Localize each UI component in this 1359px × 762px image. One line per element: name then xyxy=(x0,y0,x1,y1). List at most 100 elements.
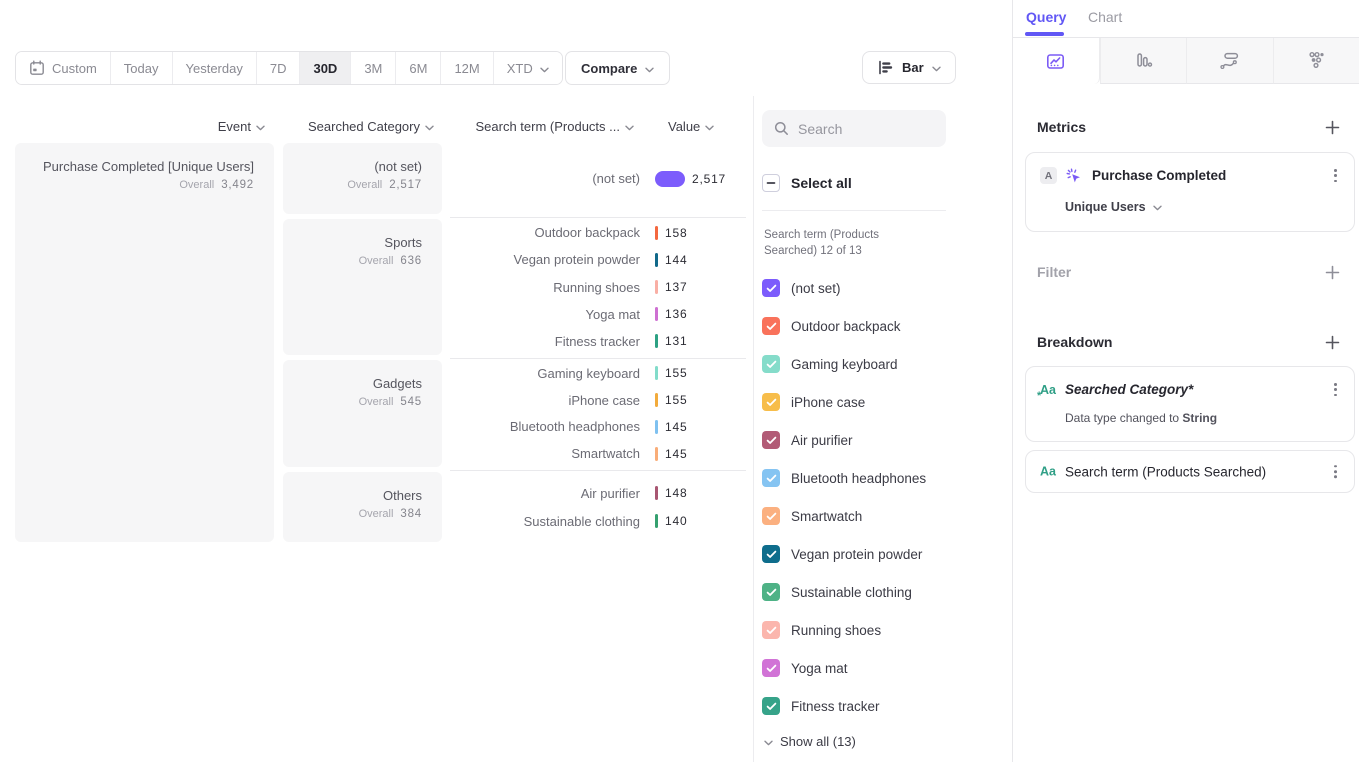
filter-item-yoga-mat[interactable]: Yoga mat xyxy=(762,649,992,687)
term-row-outdoor-backpack[interactable]: Outdoor backpack 158 xyxy=(450,219,750,246)
compare-button[interactable]: Compare xyxy=(565,51,671,85)
report-tab-retention[interactable] xyxy=(1272,38,1359,84)
select-all-checkbox[interactable] xyxy=(762,174,780,192)
select-all[interactable]: Select all xyxy=(762,172,852,194)
chart-type-button[interactable]: Bar xyxy=(862,51,956,84)
filter-item-vegan-protein-powder[interactable]: Vegan protein powder xyxy=(762,535,992,573)
overall-value: 3,492 xyxy=(221,179,254,191)
checkbox-checked[interactable] xyxy=(762,659,780,677)
checkbox-checked[interactable] xyxy=(762,393,780,411)
term-row-smartwatch[interactable]: Smartwatch 145 xyxy=(450,440,750,467)
checkbox-checked[interactable] xyxy=(762,279,780,297)
term-value: 136 xyxy=(665,307,688,322)
term-value: 140 xyxy=(665,514,688,528)
kebab-menu-icon[interactable] xyxy=(1331,380,1340,399)
kebab-menu-icon[interactable] xyxy=(1331,462,1340,481)
date-range-xtd[interactable]: XTD xyxy=(492,52,562,84)
term-row-gaming-keyboard[interactable]: Gaming keyboard 155 xyxy=(450,360,750,387)
date-range-3m[interactable]: 3M xyxy=(350,52,396,84)
filter-item-list: (not set) Outdoor backpack Gaming keyboard… xyxy=(762,269,992,725)
header-label: Value xyxy=(668,118,701,134)
date-range-12m[interactable]: 12M xyxy=(440,52,493,84)
term-label: Yoga mat xyxy=(585,306,640,322)
term-row-yoga-mat[interactable]: Yoga mat 136 xyxy=(450,301,750,328)
checkbox-checked[interactable] xyxy=(762,507,780,525)
show-all-link[interactable]: Show all (13) xyxy=(764,732,856,750)
term-row-air-purifier[interactable]: Air purifier 148 xyxy=(450,479,750,507)
column-header-value[interactable]: Value xyxy=(668,118,738,134)
filter-item-gaming-keyboard[interactable]: Gaming keyboard xyxy=(762,345,992,383)
filter-item-label: (not set) xyxy=(791,280,841,296)
term-row-bluetooth-headphones[interactable]: Bluetooth headphones 145 xyxy=(450,414,750,441)
breakdown-card-searched-category[interactable]: Aa * Searched Category* Data type changed t… xyxy=(1025,366,1355,442)
tab-query[interactable]: Query xyxy=(1026,9,1067,25)
date-range-7d[interactable]: 7D xyxy=(255,52,300,84)
term-row-sustainable-clothing[interactable]: Sustainable clothing 140 xyxy=(450,507,750,535)
checkbox-checked[interactable] xyxy=(762,355,780,373)
category-cell-not-set[interactable]: (not set) Overall 2,517 xyxy=(283,143,442,214)
checkbox-checked[interactable] xyxy=(762,469,780,487)
term-row-running-shoes[interactable]: Running shoes 137 xyxy=(450,273,750,300)
filter-item-outdoor-backpack[interactable]: Outdoor backpack xyxy=(762,307,992,345)
header-label: Event xyxy=(217,118,251,134)
filter-item-air-purifier[interactable]: Air purifier xyxy=(762,421,992,459)
category-cell-others[interactable]: Others Overall 384 xyxy=(283,472,442,542)
column-header-search-term[interactable]: Search term (Products ... xyxy=(420,118,634,134)
checkbox-checked[interactable] xyxy=(762,697,780,715)
group-divider xyxy=(450,469,746,471)
term-label: iPhone case xyxy=(568,392,640,408)
category-name: Others xyxy=(382,488,422,503)
tabs-divider xyxy=(1013,37,1359,38)
checkbox-checked[interactable] xyxy=(762,317,780,335)
report-tab-insights[interactable] xyxy=(1013,38,1100,84)
filter-item-label: Sustainable clothing xyxy=(791,584,912,600)
category-cell-sports[interactable]: Sports Overall 636 xyxy=(283,219,442,355)
breakdown-card-search-term-products-searched[interactable]: Aa Search term (Products Searched) xyxy=(1025,450,1355,493)
kebab-menu-icon[interactable] xyxy=(1331,166,1340,185)
metric-card[interactable]: A Purchase Completed Unique Users xyxy=(1025,152,1355,232)
filter-item-bluetooth-headphones[interactable]: Bluetooth headphones xyxy=(762,459,992,497)
filter-item-iphone-case[interactable]: iPhone case xyxy=(762,383,992,421)
report-tab-funnels[interactable] xyxy=(1099,38,1186,84)
tab-chart[interactable]: Chart xyxy=(1088,9,1123,25)
search-input[interactable] xyxy=(798,120,936,137)
add-metric-button[interactable] xyxy=(1322,117,1342,137)
date-range-today[interactable]: Today xyxy=(109,52,172,84)
category-cell-gadgets[interactable]: Gadgets Overall 545 xyxy=(283,360,442,467)
term-row-iphone-case[interactable]: iPhone case 155 xyxy=(450,387,750,414)
date-range-custom[interactable]: Custom xyxy=(16,52,110,84)
date-range-yesterday[interactable]: Yesterday xyxy=(171,52,256,84)
term-value: 145 xyxy=(665,446,688,461)
checkbox-checked[interactable] xyxy=(762,545,780,563)
checkbox-checked[interactable] xyxy=(762,431,780,449)
flows-icon xyxy=(1219,50,1241,71)
filter-item-label: Bluetooth headphones xyxy=(791,470,927,486)
term-row-fitness-tracker[interactable]: Fitness tracker 131 xyxy=(450,328,750,355)
checkbox-checked[interactable] xyxy=(762,583,780,601)
filter-item-smartwatch[interactable]: Smartwatch xyxy=(762,497,992,535)
filter-item-fitness-tracker[interactable]: Fitness tracker xyxy=(762,687,992,725)
add-breakdown-button[interactable] xyxy=(1322,332,1342,352)
category-name: (not set) xyxy=(374,159,422,174)
term-row-vegan-protein-powder[interactable]: Vegan protein powder 144 xyxy=(450,246,750,273)
term-value: 137 xyxy=(665,280,688,294)
date-range-label: XTD xyxy=(506,60,533,76)
filter-item-not-set[interactable]: (not set) xyxy=(762,269,992,307)
date-range-6m[interactable]: 6M xyxy=(395,52,441,84)
event-cell[interactable]: Purchase Completed [Unique Users] Overal… xyxy=(15,143,274,542)
measure-dropdown[interactable]: Unique Users xyxy=(1065,200,1162,214)
column-header-searched-category[interactable]: Searched Category xyxy=(283,118,434,134)
add-filter-button[interactable] xyxy=(1322,262,1342,282)
term-row-not-set[interactable]: (not set) 2,517 xyxy=(450,165,750,193)
column-header-event[interactable]: Event xyxy=(15,118,265,134)
chevron-down-icon xyxy=(764,734,773,749)
filter-search[interactable] xyxy=(762,110,946,147)
term-label: Vegan protein powder xyxy=(513,252,640,268)
date-range-30d[interactable]: 30D xyxy=(299,52,351,84)
filter-item-running-shoes[interactable]: Running shoes xyxy=(762,611,992,649)
checkbox-checked[interactable] xyxy=(762,621,780,639)
report-tab-flows[interactable] xyxy=(1186,38,1273,84)
filter-item-sustainable-clothing[interactable]: Sustainable clothing xyxy=(762,573,992,611)
filter-item-label: Vegan protein powder xyxy=(791,546,923,562)
